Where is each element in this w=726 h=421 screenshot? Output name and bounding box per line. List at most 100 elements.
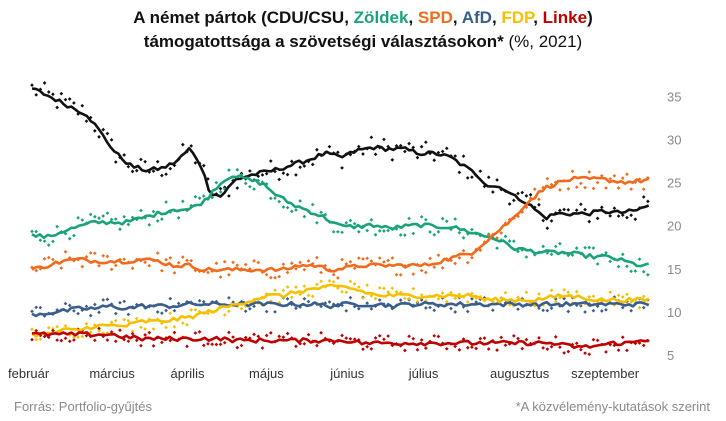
poll-dot-linke bbox=[562, 351, 566, 355]
poll-dot-cdu-csu bbox=[470, 175, 474, 180]
poll-dot-fdp bbox=[46, 325, 51, 330]
poll-dot-spd bbox=[180, 255, 185, 259]
poll-dot-cdu-csu bbox=[302, 164, 307, 168]
poll-dot-spd bbox=[298, 260, 302, 265]
poll-dot-linke bbox=[591, 337, 596, 342]
poll-dot-spd bbox=[218, 275, 223, 279]
party-label-afd: AfD bbox=[461, 8, 492, 27]
poll-dot-spd bbox=[189, 258, 194, 263]
poll-dot-z-ldek bbox=[356, 229, 361, 234]
title-line-1: A német pártok (CDU/CSU, Zöldek, SPD, Af… bbox=[0, 6, 726, 30]
poll-dot-cdu-csu bbox=[436, 150, 441, 155]
poll-dot-spd bbox=[277, 274, 282, 279]
poll-dot-z-ldek bbox=[470, 227, 474, 232]
poll-dot-afd bbox=[491, 308, 495, 313]
poll-dot-cdu-csu bbox=[84, 119, 89, 123]
poll-dot-z-ldek bbox=[457, 230, 462, 235]
poll-dot-z-ldek bbox=[294, 208, 298, 212]
poll-dot-fdp bbox=[356, 285, 361, 289]
poll-dot-z-ldek bbox=[298, 199, 302, 203]
poll-dot-cdu-csu bbox=[587, 219, 592, 224]
poll-dot-cdu-csu bbox=[424, 140, 428, 145]
poll-dot-cdu-csu bbox=[55, 105, 59, 110]
poll-dot-z-ldek bbox=[348, 218, 353, 223]
poll-dot-cdu-csu bbox=[537, 202, 541, 207]
poll-dot-z-ldek bbox=[382, 229, 386, 233]
poll-dot-z-ldek bbox=[541, 244, 545, 249]
poll-dot-fdp bbox=[331, 279, 336, 284]
poll-dot-z-ldek bbox=[428, 230, 432, 234]
poll-dot-spd bbox=[130, 266, 135, 271]
poll-dot-linke bbox=[474, 346, 478, 351]
poll-dot-fdp bbox=[143, 327, 147, 331]
poll-dot-afd bbox=[579, 304, 583, 308]
poll-dot-fdp bbox=[294, 285, 298, 289]
poll-dot-cdu-csu bbox=[419, 144, 424, 149]
poll-dot-afd bbox=[398, 298, 403, 302]
poll-dot-afd bbox=[344, 308, 349, 313]
poll-dot-cdu-csu bbox=[478, 169, 483, 173]
poll-dot-fdp bbox=[310, 294, 315, 299]
poll-dot-cdu-csu bbox=[63, 97, 68, 102]
poll-dot-z-ldek bbox=[227, 168, 231, 172]
poll-dot-linke bbox=[72, 338, 76, 342]
poll-dot-cdu-csu bbox=[491, 190, 495, 194]
poll-dot-fdp bbox=[549, 288, 554, 293]
poll-dot-z-ldek bbox=[620, 252, 625, 257]
poll-dot-cdu-csu bbox=[599, 205, 604, 210]
poll-dot-fdp bbox=[620, 295, 625, 299]
party-label-cdu: CDU/CSU bbox=[266, 8, 345, 27]
poll-dot-cdu-csu bbox=[390, 158, 395, 162]
poll-dot-linke bbox=[520, 346, 525, 351]
poll-dot-afd bbox=[566, 309, 571, 314]
poll-dot-afd bbox=[155, 310, 160, 314]
poll-dot-linke bbox=[373, 336, 378, 340]
poll-dot-fdp bbox=[298, 292, 302, 297]
poll-dot-cdu-csu bbox=[227, 194, 231, 198]
poll-dot-cdu-csu bbox=[641, 195, 646, 199]
poll-dot-fdp bbox=[587, 294, 592, 299]
party-label-zoldek: Zöldek bbox=[353, 8, 409, 27]
poll-dot-afd bbox=[38, 305, 43, 310]
poll-dot-cdu-csu bbox=[189, 144, 194, 148]
poll-dot-cdu-csu bbox=[30, 83, 34, 87]
poll-dot-spd bbox=[424, 270, 428, 275]
poll-dot-z-ldek bbox=[72, 233, 76, 238]
poll-dot-cdu-csu bbox=[415, 155, 420, 160]
poll-dot-linke bbox=[478, 336, 483, 341]
poll-dot-fdp bbox=[55, 324, 59, 329]
poll-dot-afd bbox=[252, 304, 256, 309]
poll-dot-linke bbox=[84, 333, 89, 338]
poll-dot-spd bbox=[419, 268, 424, 273]
poll-dot-cdu-csu bbox=[403, 149, 407, 154]
poll-dot-fdp bbox=[130, 329, 135, 334]
poll-dot-fdp bbox=[113, 318, 118, 323]
title-sep: , bbox=[408, 8, 418, 27]
y-tick-label: 35 bbox=[667, 89, 681, 104]
poll-dot-z-ldek bbox=[453, 217, 458, 221]
poll-dot-spd bbox=[432, 265, 437, 269]
poll-dot-z-ldek bbox=[67, 236, 72, 241]
poll-dot-fdp bbox=[340, 289, 344, 294]
poll-dot-fdp bbox=[97, 329, 101, 333]
poll-dot-fdp bbox=[38, 337, 43, 342]
poll-dot-afd bbox=[428, 305, 432, 310]
poll-dot-linke bbox=[407, 334, 411, 339]
poll-dot-cdu-csu bbox=[155, 159, 160, 164]
poll-dot-z-ldek bbox=[155, 219, 160, 223]
poll-dot-z-ldek bbox=[151, 209, 156, 214]
footnote: *A közvélemény-kutatások szerint bbox=[515, 399, 710, 414]
poll-dot-afd bbox=[67, 303, 72, 308]
poll-dot-linke bbox=[206, 341, 210, 346]
poll-dot-z-ldek bbox=[80, 218, 85, 222]
poll-dot-linke bbox=[160, 340, 164, 345]
poll-dot-fdp bbox=[537, 292, 541, 296]
poll-dot-afd bbox=[419, 298, 424, 302]
poll-dot-afd bbox=[583, 310, 587, 314]
poll-dot-linke bbox=[130, 331, 135, 336]
poll-dot-linke bbox=[486, 347, 491, 351]
poll-dot-z-ldek bbox=[310, 202, 315, 207]
poll-dot-linke bbox=[537, 336, 541, 340]
poll-dot-linke bbox=[268, 331, 273, 335]
poll-dot-spd bbox=[101, 253, 106, 258]
